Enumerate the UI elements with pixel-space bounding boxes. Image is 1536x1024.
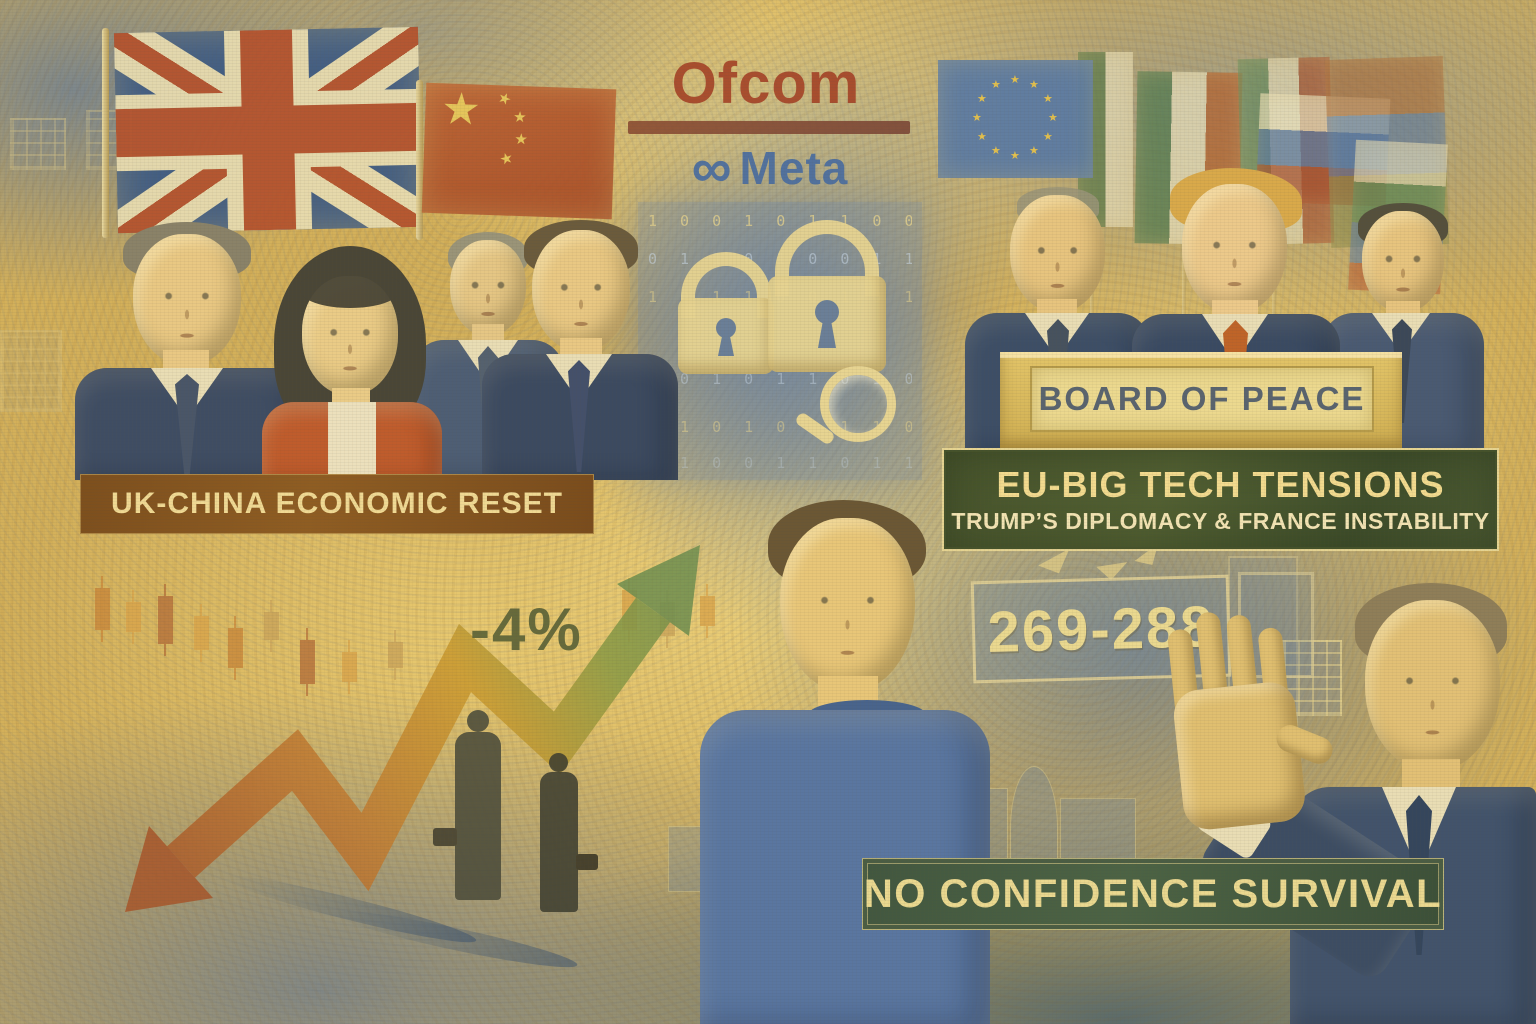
- no-confidence-label: NO CONFIDENCE SURVIVAL: [863, 871, 1443, 916]
- meta-logo-text: Meta: [739, 142, 849, 194]
- uk-china-banner: UK-CHINA ECONOMIC RESET: [80, 474, 594, 534]
- uk-politician-portrait-woman: [262, 246, 442, 480]
- ofcom-logo-text: Ofcom: [671, 51, 861, 116]
- uk-flag-pole: [102, 28, 109, 238]
- eu-big-tech-title: EU-BIG TECH TENSIONS: [996, 463, 1445, 505]
- board-of-peace-plaque: BOARD OF PEACE: [1030, 366, 1374, 432]
- magnifier-icon: [794, 366, 896, 446]
- uk-politician-portrait-4: [482, 220, 678, 480]
- candlestick: [158, 584, 173, 656]
- raised-hand: [1163, 600, 1346, 845]
- ofcom-logo-underline: [628, 121, 910, 134]
- up-arrowhead: [617, 545, 700, 636]
- board-of-peace-podium: BOARD OF PEACE: [1000, 352, 1402, 450]
- briefcase-icon: [433, 828, 457, 846]
- briefcase-icon: [576, 854, 598, 870]
- eu-big-tech-banner: EU-BIG TECH TENSIONS TRUMP’S DIPLOMACY &…: [942, 448, 1499, 551]
- meta-logo: ∞ Meta: [636, 140, 904, 196]
- eu-flag: [938, 60, 1093, 178]
- padlock-icon-small: [678, 252, 774, 374]
- candlestick: [228, 616, 243, 680]
- candlestick: [700, 584, 715, 638]
- ofcom-logo: Ofcom: [620, 50, 912, 117]
- meta-infinity-icon: ∞: [691, 136, 732, 199]
- businessman-silhouette: [433, 710, 501, 900]
- candlestick: [388, 630, 403, 680]
- candlestick: [95, 576, 110, 642]
- flag-pole: [1182, 238, 1186, 358]
- eu-big-tech-subtitle: TRUMP’S DIPLOMACY & FRANCE INSTABILITY: [951, 508, 1490, 535]
- flag-pole: [1272, 232, 1276, 358]
- zuckerberg-portrait: [690, 478, 990, 1024]
- board-of-peace-label: BOARD OF PEACE: [1038, 380, 1366, 417]
- no-confidence-banner: NO CONFIDENCE SURVIVAL: [862, 858, 1444, 930]
- businessman-silhouette: [540, 753, 598, 912]
- candlestick: [126, 590, 141, 644]
- ledger-table-sketch: [10, 118, 66, 170]
- candlestick: [194, 604, 209, 662]
- down-arrowhead: [125, 826, 213, 912]
- padlock-icon-large: [768, 220, 886, 372]
- magnifier-lens: [820, 366, 896, 442]
- china-flag-pole: [416, 80, 423, 240]
- uk-china-banner-label: UK-CHINA ECONOMIC RESET: [111, 487, 563, 520]
- ledger-table-sketch: [0, 330, 62, 412]
- gdp-change-label: -4%: [470, 596, 583, 663]
- candlestick: [300, 628, 315, 696]
- candlestick: [342, 640, 357, 694]
- candlestick: [264, 600, 279, 652]
- binary-row: 0 1 0 0 1 1 0 1 1 0: [648, 454, 912, 472]
